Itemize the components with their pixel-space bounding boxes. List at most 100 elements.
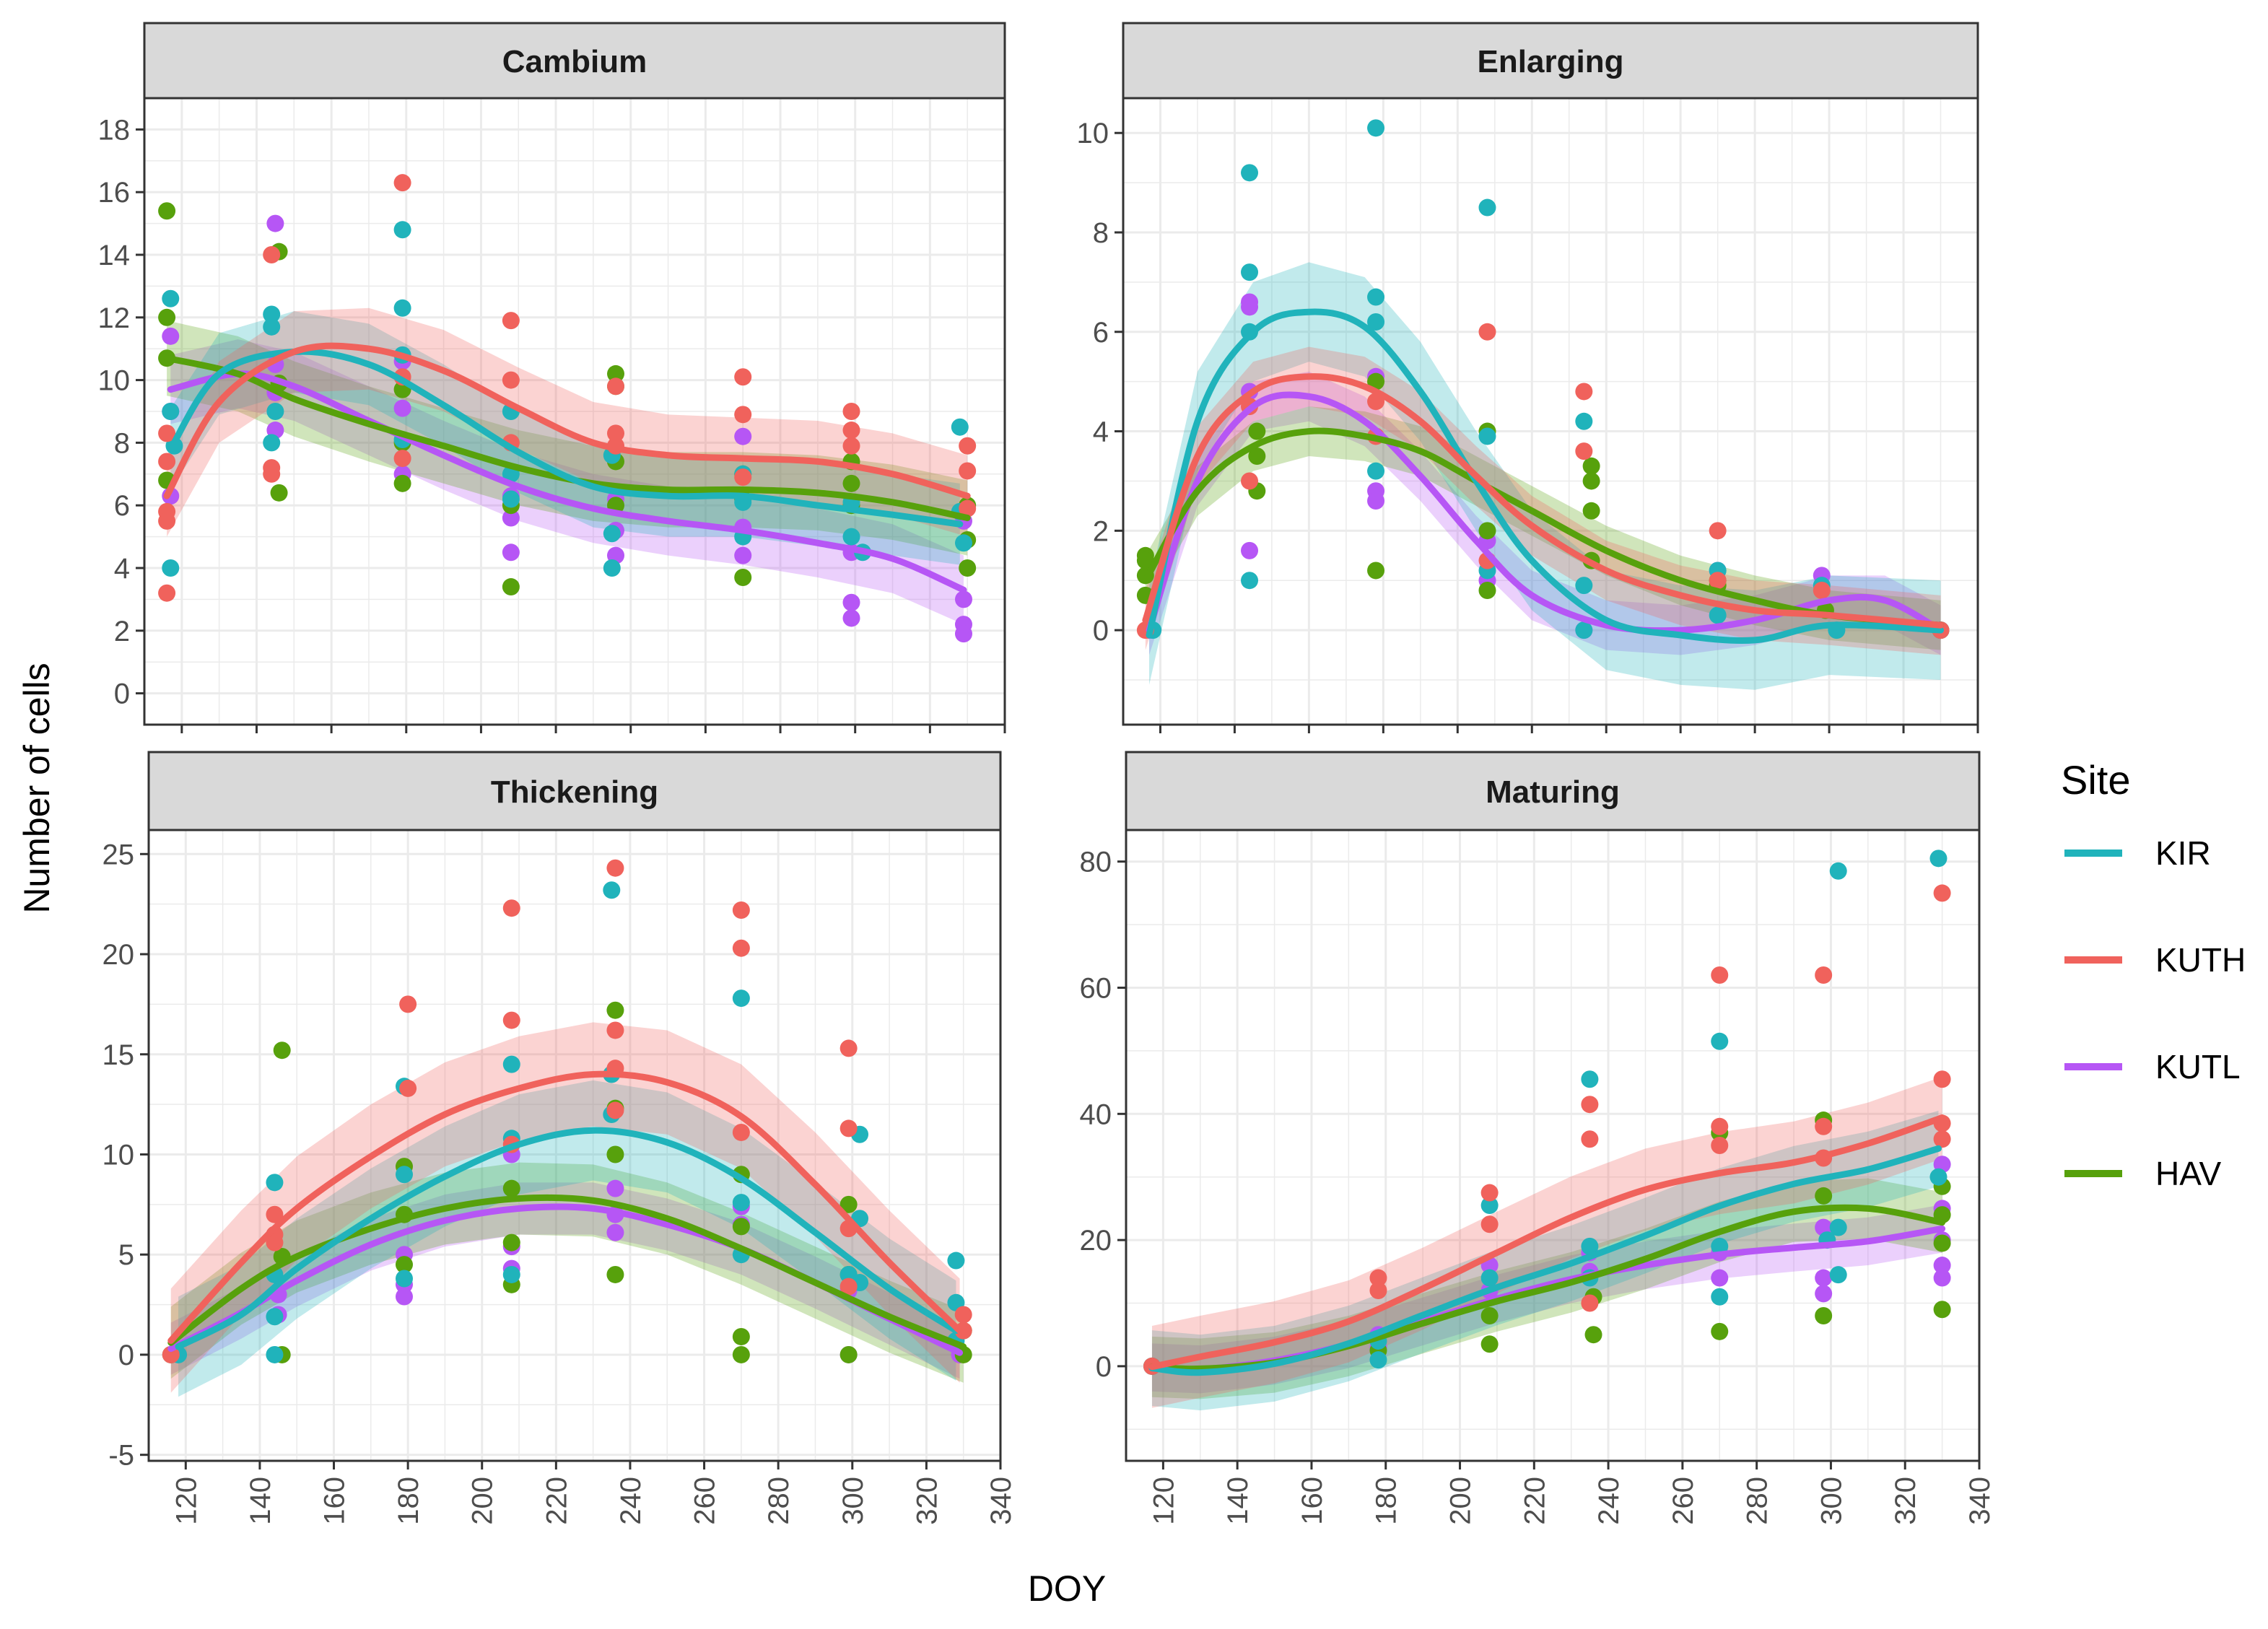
panel-strip — [147, 751, 1002, 831]
data-point — [502, 490, 520, 508]
plot-border — [143, 97, 1006, 726]
panel-title: Thickening — [491, 774, 658, 810]
legend-title: Site — [2061, 757, 2131, 803]
data-point — [951, 418, 969, 436]
data-point — [270, 484, 288, 502]
data-point — [263, 305, 281, 323]
data-point — [393, 450, 411, 468]
data-point — [1711, 966, 1729, 984]
data-point — [393, 221, 411, 239]
y-tick-label: -5 — [108, 1440, 134, 1472]
data-point — [959, 499, 977, 517]
legend-label: HAV — [2155, 1155, 2221, 1192]
y-tick-label: 8 — [114, 427, 130, 459]
data-point — [842, 474, 860, 492]
data-point — [502, 578, 520, 596]
gridlines — [148, 830, 1002, 1461]
data-point — [1367, 372, 1385, 390]
data-point — [1933, 1301, 1951, 1319]
data-point — [606, 1101, 624, 1119]
data-point — [162, 559, 180, 577]
fit-line-kir — [167, 348, 964, 528]
data-point — [1709, 606, 1727, 624]
data-point — [954, 1306, 972, 1324]
confidence-band-hav — [1145, 406, 1941, 650]
data-point — [839, 1345, 858, 1363]
data-point — [502, 1233, 520, 1252]
y-tick-label: 15 — [103, 1039, 135, 1071]
x-tick-label: 160 — [319, 1477, 351, 1525]
y-axis: 0 2 4 6 8 10 — [1077, 118, 1123, 647]
data-point — [266, 1174, 284, 1192]
data-point — [393, 399, 411, 417]
data-point — [959, 559, 977, 577]
x-tick-label: 220 — [541, 1477, 572, 1525]
y-axis: 0 2 4 6 8 10 12 14 16 18 — [98, 114, 144, 710]
x-tick-label: 260 — [1667, 1477, 1699, 1525]
y-tick-label: 16 — [98, 177, 131, 209]
data-point — [1829, 862, 1847, 880]
y-tick-label: 20 — [1080, 1225, 1112, 1257]
data-point — [1709, 522, 1727, 540]
data-point — [502, 371, 520, 389]
data-point — [1480, 1335, 1499, 1353]
data-point — [1813, 582, 1831, 599]
data-point — [1480, 1215, 1499, 1233]
data-point — [1248, 422, 1266, 440]
data-point — [1478, 198, 1496, 217]
data-point — [1581, 1130, 1599, 1148]
data-point — [266, 1233, 284, 1252]
fit-line-kuth — [1142, 373, 1945, 629]
y-tick-label: 0 — [118, 1340, 134, 1371]
data-point — [606, 1223, 624, 1241]
confidence-band-kir — [1151, 1110, 1939, 1411]
points-kuth — [158, 174, 977, 602]
data-point — [273, 1041, 291, 1060]
y-tick-label: 12 — [98, 302, 131, 334]
y-tick-label: 8 — [1093, 217, 1109, 249]
panel-cambium: Cambium 0 2 4 6 8 10 12 14 16 18 — [98, 22, 1006, 733]
x-axis — [1159, 725, 1979, 733]
confidence-band-kir — [170, 311, 960, 565]
data-point — [839, 1278, 858, 1296]
data-point — [1480, 1197, 1499, 1215]
data-point — [1815, 1269, 1833, 1287]
x-tick-label: 300 — [1815, 1477, 1847, 1525]
data-point — [732, 1194, 750, 1212]
data-point — [842, 403, 860, 420]
data-point — [606, 1145, 624, 1163]
data-point — [158, 584, 176, 602]
fit-line-kuth — [1148, 1114, 1946, 1371]
data-point — [734, 406, 752, 424]
x-tick-label: 260 — [689, 1477, 721, 1525]
data-point — [1711, 1237, 1729, 1255]
data-point — [1933, 1234, 1951, 1252]
panel-title: Maturing — [1486, 774, 1620, 810]
data-point — [266, 1345, 284, 1363]
data-point — [162, 327, 180, 345]
data-point — [1136, 551, 1154, 569]
fit-line-kir — [1148, 1145, 1942, 1376]
legend-item-hav: HAV — [2064, 1155, 2221, 1192]
legend-label: KUTL — [2155, 1048, 2241, 1086]
data-point — [606, 1021, 624, 1039]
x-axis — [180, 725, 1006, 733]
data-point — [263, 246, 281, 263]
fit-line-hav — [163, 354, 971, 522]
x-tick-label: 200 — [467, 1477, 499, 1525]
data-point — [732, 1218, 750, 1236]
legend-item-kutl: KUTL — [2064, 1048, 2241, 1086]
data-point — [1815, 1117, 1833, 1135]
data-point — [607, 364, 625, 383]
x-tick-label: 220 — [1519, 1477, 1550, 1525]
data-point — [1581, 1294, 1599, 1312]
data-point — [606, 859, 624, 877]
data-point — [1367, 313, 1385, 331]
x-tick-label: 200 — [1445, 1477, 1477, 1525]
y-axis-title: Number of cells — [17, 663, 57, 913]
confidence-band-kuth — [1151, 1076, 1942, 1408]
data-point — [1711, 1117, 1729, 1135]
data-point — [158, 424, 176, 442]
data-point — [396, 1270, 413, 1288]
